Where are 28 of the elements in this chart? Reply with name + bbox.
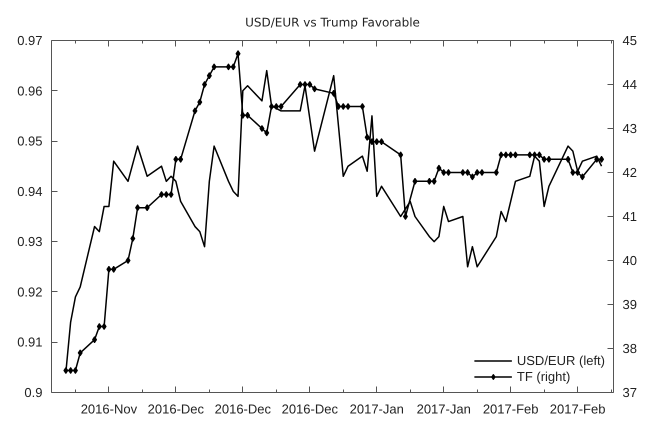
x-tick-label: 2016-Dec: [214, 402, 272, 416]
y-tick-label: 0.91: [17, 334, 43, 350]
y2-tick-label: 45: [622, 33, 637, 48]
x-tick-label: 2017-Feb: [550, 402, 606, 416]
legend-label: USD/EUR (left): [516, 353, 605, 368]
y-tick-label: 0.96: [17, 83, 43, 98]
y2-tick-label: 44: [622, 77, 637, 92]
y2-tick-label: 38: [622, 341, 637, 356]
y2-tick-label: 39: [622, 297, 637, 312]
chart-title: USD/EUR vs Trump Favorable: [245, 16, 420, 30]
y-tick-label: 0.97: [17, 33, 43, 48]
y-tick-label: 0.92: [17, 284, 43, 300]
y2-tick-label: 37: [622, 385, 637, 400]
y2-tick-label: 41: [622, 209, 637, 224]
x-tick-label: 2016-Nov: [80, 402, 138, 416]
x-tick-label: 2017-Jan: [416, 402, 471, 416]
x-tick-label: 2017-Jan: [350, 402, 404, 416]
x-tick-label: 2016-Dec: [282, 402, 338, 416]
y2-tick-label: 43: [622, 121, 637, 136]
legend-label: TF (right): [516, 369, 570, 384]
y2-tick-label: 40: [622, 253, 637, 268]
x-tick-label: 2016-Dec: [148, 402, 205, 416]
y2-tick-label: 42: [622, 165, 637, 180]
x-tick-label: 2017-Feb: [482, 402, 538, 416]
y-tick-label: 0.9: [24, 385, 43, 400]
y-tick-label: 0.95: [17, 134, 43, 149]
y-tick-label: 0.93: [17, 234, 43, 250]
y-tick-label: 0.94: [17, 184, 43, 199]
